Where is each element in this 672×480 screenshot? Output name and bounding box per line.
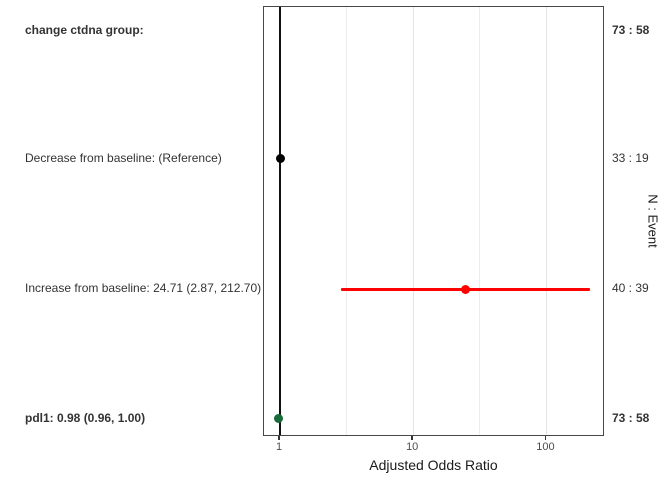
row-n-event: 73 : 58 — [612, 23, 650, 37]
minor-gridline — [479, 7, 481, 435]
row-label: Increase from baseline: 24.71 (2.87, 212… — [25, 281, 262, 295]
x-axis-tick-label: 100 — [536, 441, 555, 453]
point-marker — [275, 154, 285, 163]
x-axis-tick-label: 1 — [275, 441, 283, 453]
point-marker — [461, 284, 471, 294]
right-axis-title: N : Event — [645, 194, 661, 248]
x-axis-tick-label: 10 — [406, 441, 419, 453]
x-axis-title: Adjusted Odds Ratio — [369, 457, 498, 473]
plot-panel — [263, 6, 604, 436]
x-axis-tick — [411, 436, 413, 440]
x-axis-tick — [544, 436, 547, 440]
point-marker — [274, 414, 284, 423]
row-label: pdl1: 0.98 (0.96, 1.00) — [25, 410, 146, 425]
row-n-event: 40 : 39 — [612, 281, 649, 295]
row-label: Decrease from baseline: (Reference) — [25, 150, 222, 165]
x-axis-tick — [278, 436, 280, 440]
row-n-event: 73 : 58 — [612, 410, 650, 425]
major-gridline — [412, 7, 414, 435]
major-gridline — [545, 7, 547, 435]
row-label: change ctdna group: — [25, 23, 144, 37]
reference-line — [278, 7, 282, 435]
row-n-event: 33 : 19 — [612, 150, 649, 165]
minor-gridline — [346, 7, 348, 435]
